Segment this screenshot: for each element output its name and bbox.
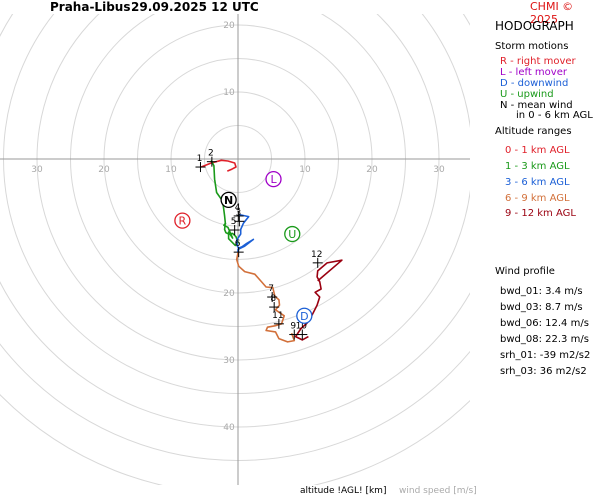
x-tick-label: 30 bbox=[31, 165, 43, 175]
storm-motions-title: Storm motions bbox=[495, 41, 569, 52]
storm-motion-label: R bbox=[179, 215, 187, 228]
altitude-range-legend-item: 9 - 12 km AGL bbox=[505, 208, 576, 219]
y-tick-label: 40 bbox=[223, 423, 235, 433]
hodograph-axes bbox=[0, 14, 470, 485]
wind-profile-item: bwd_06: 12.4 m/s bbox=[500, 318, 589, 329]
altitude-mark-label: 11 bbox=[272, 311, 283, 321]
storm-motion-circle bbox=[296, 307, 313, 324]
altitude-mark-label: 8 bbox=[270, 294, 276, 304]
altitude-mark-label: 10 bbox=[296, 322, 308, 332]
range-rings bbox=[0, 14, 470, 485]
wind-profile-item: srh_03: 36 m2/s2 bbox=[500, 366, 587, 377]
storm-motion-label: N bbox=[224, 194, 233, 207]
credit-label: CHMI © 2025 bbox=[530, 0, 574, 26]
altitude-range-legend-item: 0 - 1 km AGL bbox=[505, 145, 570, 156]
altitude-axis-label: altitude !AGL! [km] bbox=[300, 486, 387, 496]
altitude-marks: 123456789101112 bbox=[195, 149, 323, 340]
x-tick-label: 10 bbox=[299, 165, 311, 175]
storm-motion-label: D bbox=[300, 310, 308, 323]
hodograph-series-line bbox=[294, 259, 343, 341]
y-tick-label: 20 bbox=[223, 289, 235, 299]
y-tick-label: 10 bbox=[223, 88, 235, 98]
hodograph-series-line bbox=[235, 213, 255, 253]
altitude-mark-label: 2 bbox=[208, 149, 214, 159]
altitude-mark-label: 12 bbox=[311, 250, 322, 260]
range-ring bbox=[0, 14, 470, 428]
x-tick-label: 20 bbox=[366, 165, 378, 175]
storm-motion-legend-item: R - right mover bbox=[500, 56, 576, 67]
altitude-range-legend-item: 1 - 3 km AGL bbox=[505, 161, 570, 172]
altitude-mark-label: 9 bbox=[290, 322, 296, 332]
storm-motion-label: U bbox=[288, 228, 296, 241]
storm-motion-markers: R L D U N bbox=[174, 170, 313, 324]
y-tick-label: 30 bbox=[223, 356, 235, 366]
panel-title: HODOGRAPH bbox=[495, 19, 574, 33]
y-tick-label: 20 bbox=[223, 21, 235, 31]
altitude-ranges-title: Altitude ranges bbox=[495, 126, 572, 137]
storm-motion-circle bbox=[284, 225, 301, 243]
altitude-mark-label: 1 bbox=[197, 154, 203, 164]
storm-motion-legend-item: L - left mover bbox=[500, 67, 567, 78]
wind-profile-item: srh_01: -39 m2/s2 bbox=[500, 350, 591, 361]
sounding-datetime: 29.09.2025 12 UTC bbox=[131, 0, 259, 14]
station-name: Praha-Libus bbox=[50, 0, 131, 14]
altitude-range-legend-item: 3 - 6 km AGL bbox=[505, 177, 570, 188]
storm-motion-circle bbox=[265, 170, 282, 188]
hodograph-series-line bbox=[235, 252, 296, 343]
wind-profile-item: bwd_03: 8.7 m/s bbox=[500, 302, 583, 313]
x-tick-label: 30 bbox=[433, 165, 445, 175]
wind-profile-title: Wind profile bbox=[495, 266, 555, 277]
storm-motion-legend-item: U - upwind bbox=[500, 89, 554, 100]
wind-speed-axis-label: wind speed [m/s] bbox=[399, 486, 477, 496]
storm-motion-legend-item: D - downwind bbox=[500, 78, 569, 89]
altitude-range-legend-item: 6 - 9 km AGL bbox=[505, 193, 570, 204]
altitude-mark-label: 7 bbox=[268, 284, 274, 294]
altitude-mark-label: 6 bbox=[235, 239, 241, 249]
hodograph-series-line bbox=[210, 159, 239, 247]
storm-motion-circle bbox=[174, 212, 191, 229]
wind-profile-item: bwd_01: 3.4 m/s bbox=[500, 286, 583, 297]
x-tick-label: 10 bbox=[165, 165, 177, 175]
wind-profile-item: bwd_08: 22.3 m/s bbox=[500, 334, 589, 345]
storm-motion-legend-item: N - mean wind bbox=[500, 100, 573, 111]
altitude-mark-label: 4 bbox=[235, 203, 241, 213]
ring-tick-labels: 30 20 10 10 20 30 20 10 20 30 40 bbox=[31, 21, 445, 433]
altitude-mark-label: 5 bbox=[231, 217, 237, 227]
storm-motion-label: L bbox=[270, 173, 277, 186]
x-tick-label: 20 bbox=[98, 165, 110, 175]
storm-motion-circle bbox=[220, 191, 237, 209]
storm-motion-legend-item: in 0 - 6 km AGL bbox=[516, 110, 593, 121]
